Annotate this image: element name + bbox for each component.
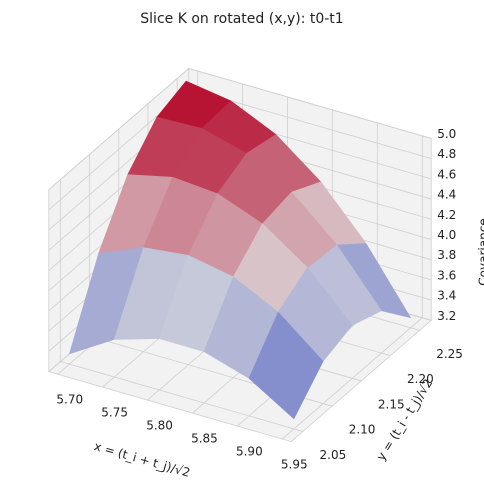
grid-line xyxy=(60,361,304,432)
y-tick-label: 2.05 xyxy=(320,448,347,462)
y-tick-label: 2.25 xyxy=(436,347,463,361)
y-tick-label: 2.20 xyxy=(407,372,434,386)
x-tick-label: 5.75 xyxy=(101,406,128,420)
z-tick-label: 3.8 xyxy=(437,248,456,262)
z-tick-label: 3.6 xyxy=(437,268,456,282)
y-tick-label: 2.15 xyxy=(378,397,405,411)
z-tick-label: 4.4 xyxy=(437,188,456,202)
z-tick-label: 3.2 xyxy=(437,309,456,323)
z-tick-label: 4.0 xyxy=(437,228,456,242)
z-tick-label: 4.8 xyxy=(437,147,456,161)
x-tick-label: 5.70 xyxy=(56,393,83,407)
chart-title: Slice K on rotated (x,y): t0-t1 xyxy=(140,11,343,27)
surface-patch xyxy=(248,311,324,420)
z-tick-label: 5.0 xyxy=(437,127,456,141)
x-tick-label: 5.95 xyxy=(281,457,308,471)
x-axis-label: x = (t_i + t_j)/√2 xyxy=(93,439,192,480)
z-tick-label: 4.2 xyxy=(437,208,456,222)
grid-line xyxy=(48,68,190,190)
x-tick-label: 5.80 xyxy=(146,419,173,433)
x-tick-label: 5.90 xyxy=(236,444,263,458)
y-tick-label: 2.10 xyxy=(349,423,376,437)
grid-line xyxy=(188,68,432,139)
z-axis-label: Covariance xyxy=(477,218,484,285)
y-axis-label: y = (t_i - t_j)/√2 xyxy=(374,376,435,463)
x-tick-label: 5.85 xyxy=(191,432,218,446)
z-tick-label: 4.6 xyxy=(437,167,456,181)
z-tick-label: 3.4 xyxy=(437,289,456,303)
